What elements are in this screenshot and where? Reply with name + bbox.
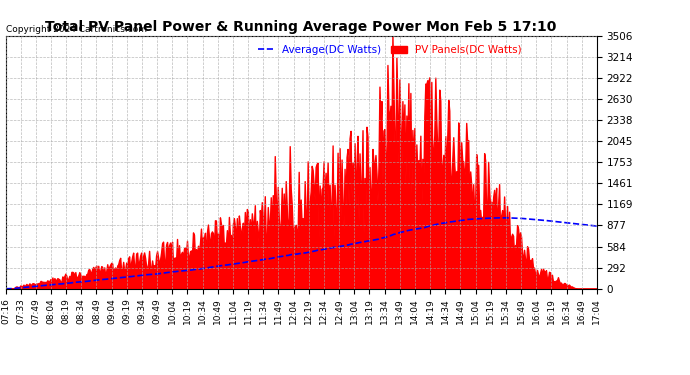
Legend: Average(DC Watts), PV Panels(DC Watts): Average(DC Watts), PV Panels(DC Watts)	[254, 41, 526, 59]
Title: Total PV Panel Power & Running Average Power Mon Feb 5 17:10: Total PV Panel Power & Running Average P…	[46, 21, 557, 34]
Text: Copyright 2024 Cartronics.com: Copyright 2024 Cartronics.com	[6, 26, 146, 34]
